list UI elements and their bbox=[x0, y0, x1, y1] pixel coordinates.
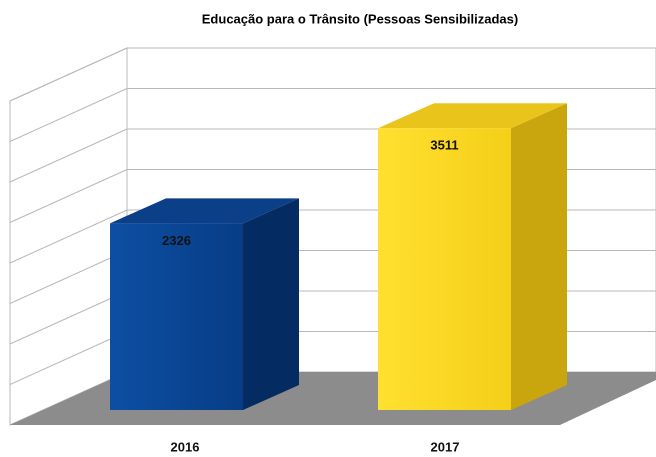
x-tick-label: 2017 bbox=[431, 439, 460, 454]
value-label: 3511 bbox=[430, 138, 458, 153]
grid-line bbox=[9, 88, 128, 142]
bar bbox=[110, 223, 243, 410]
value-label: 2326 bbox=[162, 233, 191, 248]
bar-side bbox=[243, 198, 299, 410]
grid-line bbox=[9, 250, 128, 304]
grid-line bbox=[9, 209, 128, 264]
x-tick-label: 2016 bbox=[171, 439, 200, 454]
chart-title: Educação para o Trânsito (Pessoas Sensib… bbox=[202, 11, 518, 26]
bar-top bbox=[378, 103, 567, 129]
bar bbox=[378, 128, 511, 410]
bar-side bbox=[511, 103, 567, 410]
grid-line bbox=[9, 290, 128, 345]
grid-line bbox=[9, 47, 128, 102]
grid-line bbox=[9, 331, 128, 385]
grid-line bbox=[9, 128, 128, 183]
bar-top bbox=[110, 198, 299, 224]
grid-line bbox=[9, 169, 128, 223]
